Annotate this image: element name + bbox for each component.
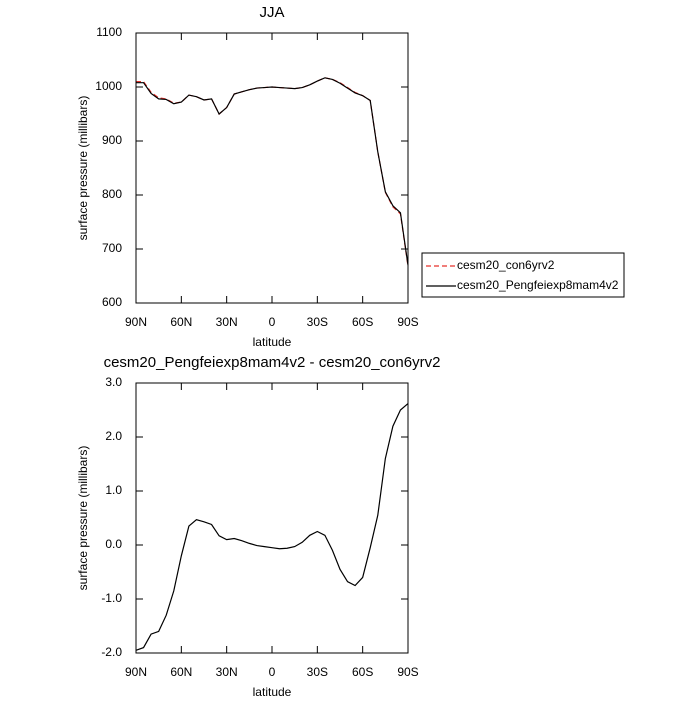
y-tick-label: -2.0 [101, 645, 122, 659]
legend-label: cesm20_con6yrv2 [457, 258, 555, 272]
y-tick-label: -1.0 [101, 591, 122, 605]
legend-label: cesm20_Pengfeiexp8mam4v2 [457, 278, 619, 292]
y-tick-label: 1000 [95, 79, 122, 93]
data-line [135, 403, 409, 651]
data-line [136, 77, 409, 267]
y-axis-label: surface pressure (millibars) [76, 96, 90, 241]
plot-frame [135, 32, 409, 304]
y-tick-label: 0.0 [105, 537, 122, 551]
x-axis-label: latitude [253, 335, 292, 349]
chart-title: cesm20_Pengfeiexp8mam4v2 - cesm20_con6yr… [104, 354, 441, 371]
y-tick-label: 1100 [96, 25, 122, 39]
x-tick-label: 30S [307, 315, 328, 329]
x-tick-label: 0 [269, 665, 276, 679]
y-tick-label: 3.0 [105, 375, 122, 389]
x-tick-label: 30S [307, 665, 328, 679]
y-tick-label: 800 [102, 187, 122, 201]
x-tick-label: 30N [216, 665, 238, 679]
x-tick-label: 60N [170, 315, 192, 329]
x-tick-label: 60S [352, 315, 373, 329]
y-tick-label: 900 [102, 133, 122, 147]
x-tick-label: 30N [216, 315, 238, 329]
x-tick-label: 90S [397, 665, 418, 679]
chart-title: JJA [259, 4, 284, 21]
x-tick-label: 90N [125, 315, 147, 329]
data-line [136, 77, 409, 266]
y-tick-label: 700 [102, 241, 122, 255]
y-tick-label: 600 [102, 295, 122, 309]
x-tick-label: 60S [352, 665, 373, 679]
x-tick-label: 0 [269, 315, 276, 329]
plot-frame [135, 382, 409, 654]
x-tick-label: 90N [125, 665, 147, 679]
x-tick-label: 60N [170, 665, 192, 679]
y-axis-label: surface pressure (millibars) [76, 446, 90, 591]
y-tick-label: 1.0 [105, 483, 122, 497]
x-axis-label: latitude [253, 685, 292, 699]
legend-box [421, 252, 625, 298]
y-tick-label: 2.0 [105, 429, 122, 443]
x-tick-label: 90S [397, 315, 418, 329]
